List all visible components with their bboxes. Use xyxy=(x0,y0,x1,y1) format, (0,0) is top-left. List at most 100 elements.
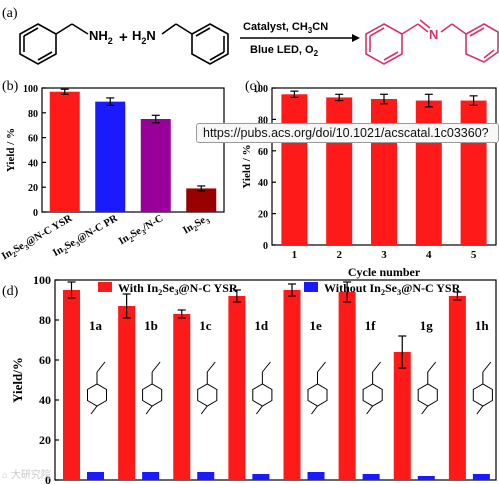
benzene-ring xyxy=(472,383,493,407)
substrate-structure xyxy=(252,361,273,415)
compound-label: 1c xyxy=(199,318,212,333)
bar xyxy=(87,472,104,480)
y-tick-label: 80 xyxy=(258,115,268,126)
substrate-structure xyxy=(197,361,218,415)
y-tick-label: 20 xyxy=(28,183,38,194)
y-tick-label: 40 xyxy=(28,158,38,169)
bar xyxy=(49,91,80,212)
bar xyxy=(252,474,270,480)
bar xyxy=(95,101,126,212)
bar xyxy=(197,472,215,480)
legend-label: With In2Se3@N-C YSR xyxy=(118,281,238,297)
chart-panel-b: (b) 0 20 40 60 80 100 Yield / % In2Se3@N-C YSR In… xyxy=(0,79,225,264)
y-tick-label: 100 xyxy=(23,84,38,95)
compound-label: 1d xyxy=(254,318,269,333)
panel-c-label: (c) xyxy=(245,79,261,94)
bar xyxy=(173,314,191,480)
bar xyxy=(448,296,466,480)
benzylamine-structure-2 xyxy=(161,23,229,65)
panel-d-label: (d) xyxy=(2,284,19,299)
x-tick-label: 1 xyxy=(292,249,298,261)
y-axis-label: Yield/% xyxy=(10,357,25,403)
bar xyxy=(326,97,353,245)
bar xyxy=(63,290,80,480)
bond xyxy=(151,361,161,373)
y-tick-label: 0 xyxy=(45,473,51,484)
bond xyxy=(206,361,216,373)
compound-label: 1a xyxy=(89,318,103,333)
y-axis-label: Yield / % xyxy=(5,128,17,172)
substrate-structure xyxy=(472,361,493,415)
substrate-structure xyxy=(87,361,107,415)
bar xyxy=(472,474,490,480)
legend-label: Without In2Se3@N-C YSR xyxy=(324,281,461,297)
plus-sign: + xyxy=(119,29,128,46)
y-tick-label: 20 xyxy=(39,433,51,447)
watermark: ⌂ 大研究院 xyxy=(2,470,51,481)
plot-frame xyxy=(54,279,497,481)
bond xyxy=(145,405,153,415)
bond xyxy=(96,361,106,373)
y-tick-label: 0 xyxy=(263,241,268,252)
compound-label: 1e xyxy=(310,318,323,333)
bar xyxy=(140,119,171,212)
x-tick-label: 3 xyxy=(381,249,387,261)
compound-label: 1f xyxy=(365,318,377,333)
benzene-ring xyxy=(362,383,383,407)
legend-swatch xyxy=(304,282,318,292)
legend-swatch xyxy=(98,282,112,292)
bar xyxy=(186,188,217,212)
plot-frame xyxy=(41,87,225,213)
benzene-ring xyxy=(87,383,107,407)
x-tick-label: In2Se3 xyxy=(181,213,212,238)
bond xyxy=(261,361,271,373)
bond xyxy=(317,361,326,373)
reaction-arrowhead xyxy=(352,34,360,42)
y-tick-label: 100 xyxy=(33,273,51,287)
bond xyxy=(421,405,429,415)
x-tick-label: 2 xyxy=(336,249,342,261)
imine-nitrogen: N xyxy=(429,27,438,42)
bond xyxy=(482,361,492,373)
chart-panel-c: (c) 0 20 40 60 80 100 Yield / % 1 2 3 4 5 Cycle numbe… xyxy=(241,79,497,279)
benzene-ring xyxy=(142,383,163,407)
amine-group-2: H2N xyxy=(132,28,156,46)
y-tick-label: 60 xyxy=(258,147,268,158)
bar xyxy=(142,472,160,480)
bar xyxy=(281,94,308,245)
bar xyxy=(307,472,325,480)
y-tick-label: 80 xyxy=(39,313,51,327)
y-tick-label: 100 xyxy=(253,84,268,95)
bar xyxy=(362,474,380,480)
x-tick-label: In2Se3/N-C xyxy=(117,213,166,249)
substrate-structure xyxy=(362,361,383,415)
bar xyxy=(283,290,301,480)
y-tick-label: 60 xyxy=(39,353,51,367)
x-tick-label: 4 xyxy=(426,249,432,261)
bar xyxy=(338,292,356,480)
y-tick-label: 60 xyxy=(28,134,38,145)
benzene-ring xyxy=(307,383,328,407)
bond xyxy=(372,361,382,373)
bar xyxy=(371,98,397,246)
compound-label: 1g xyxy=(420,318,434,333)
y-axis-label: Yield / % xyxy=(241,144,253,188)
bar xyxy=(228,296,246,480)
chart-panel-d: (d) 0 20 40 60 80 100 Yield/% With In2Se3@N-C YS… xyxy=(2,273,497,484)
imine-product-structure xyxy=(365,19,499,65)
y-tick-label: 80 xyxy=(28,109,38,120)
x-tick-label: In2Se3@N-C YSR xyxy=(0,213,76,264)
benzylamine-structure xyxy=(19,23,89,65)
compound-label: 1h xyxy=(475,318,490,333)
bond xyxy=(476,405,484,415)
amine-group-1: NH2 xyxy=(89,28,113,46)
substrate-structure xyxy=(417,361,438,415)
bar xyxy=(118,306,136,480)
y-tick-label: 20 xyxy=(258,210,268,221)
substrate-structure xyxy=(307,361,328,415)
url-tooltip: https://pubs.acs.org/doi/10.1021/acscata… xyxy=(196,123,499,143)
panel-a-label: (a) xyxy=(2,6,18,21)
bond xyxy=(255,405,263,415)
benzene-ring xyxy=(417,383,438,407)
